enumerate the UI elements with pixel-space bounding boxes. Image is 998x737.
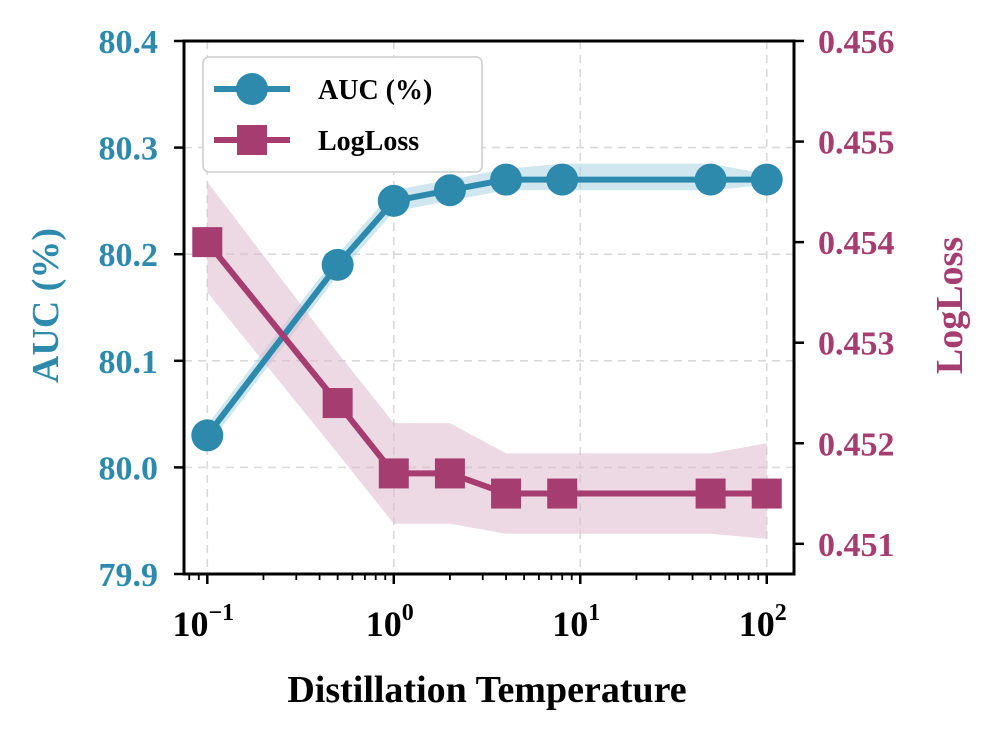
point-auc-1 [321,248,354,281]
point-auc-0 [191,419,224,452]
x-axis-label: Distillation Temperature [287,669,686,711]
point-logloss-4 [491,478,522,509]
point-auc-2 [377,184,410,217]
left-y-tick-label-3: 80.2 [99,237,159,274]
point-logloss-2 [378,458,409,489]
point-auc-6 [694,163,727,196]
legend-marker-auc [236,73,268,105]
right-y-tick-label-0: 0.451 [818,527,895,564]
left-y-tick-label-1: 80.0 [99,450,159,487]
x-tick-label-2: 101 [552,600,600,644]
right-y-tick-label-5: 0.456 [818,24,895,61]
point-auc-4 [490,163,523,196]
point-logloss-3 [434,458,465,489]
left-y-tick-label-2: 80.1 [99,344,159,381]
right-y-tick-label-2: 0.453 [818,326,895,363]
legend-box [202,56,483,173]
axes: 10−1 100 101 102 79.9 80.0 80.1 80.2 80.3 80.4 0.4… [99,24,895,644]
left-y-tick-label-4: 80.3 [99,131,159,168]
right-y-tick-label-1: 0.452 [818,426,895,463]
series-markers [191,163,783,509]
legend: AUC (%) LogLoss [202,56,483,173]
confidence-bands [207,163,767,539]
point-auc-5 [546,163,579,196]
right-y-tick-label-4: 0.455 [818,125,895,162]
point-logloss-7 [751,478,782,509]
x-tick-label-1: 100 [366,600,414,644]
point-logloss-0 [192,227,223,258]
point-auc-7 [750,163,783,196]
legend-marker-logloss [237,125,267,155]
x-tick-label-0: 10−1 [172,600,234,644]
point-logloss-1 [322,388,353,419]
left-y-axis-label: AUC (%) [25,228,67,383]
legend-label-auc: AUC (%) [318,75,432,106]
legend-label-logloss: LogLoss [318,126,419,157]
x-tick-label-3: 102 [739,600,787,644]
left-y-tick-label-5: 80.4 [99,24,159,61]
point-auc-3 [433,174,466,207]
point-logloss-5 [547,478,578,509]
left-y-tick-label-0: 79.9 [99,557,159,594]
band-logloss [207,181,767,539]
plot-frame [182,39,796,576]
point-logloss-6 [695,478,726,509]
right-y-tick-label-3: 0.454 [818,225,895,262]
right-y-axis-label: LogLoss [929,237,971,374]
